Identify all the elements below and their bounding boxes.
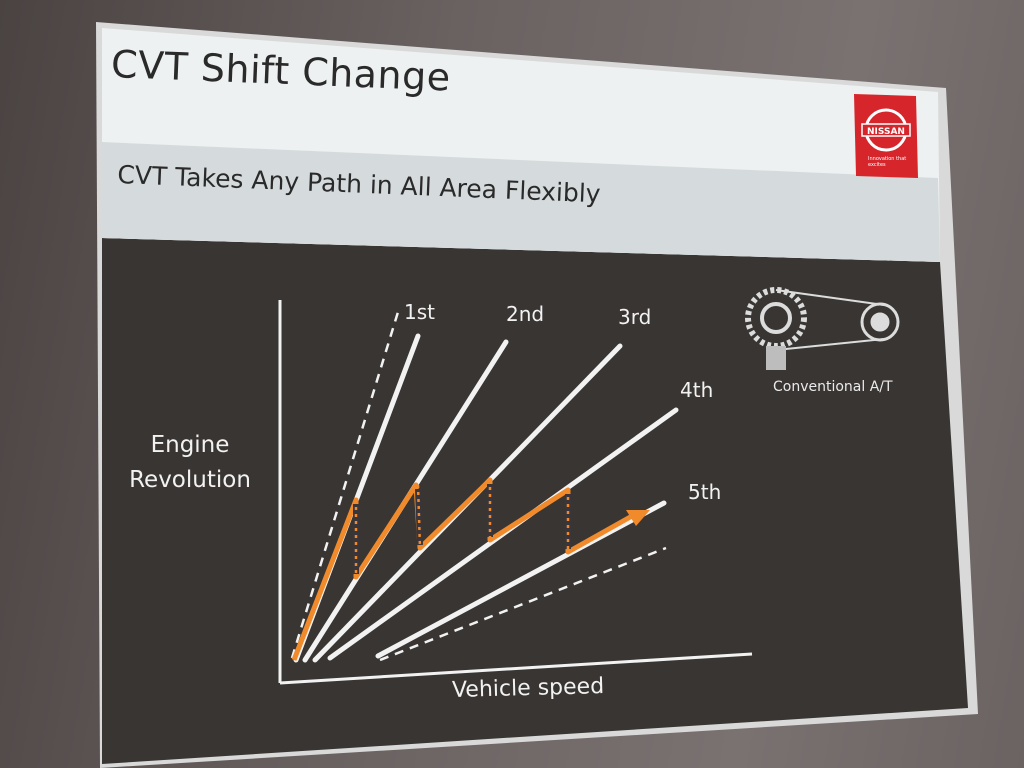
ratio-bound-lines xyxy=(290,311,667,662)
gear-label-1st: 1st xyxy=(404,300,435,324)
gear-label-3rd: 3rd xyxy=(618,305,652,329)
x-axis xyxy=(279,652,753,685)
chart-axes xyxy=(278,300,753,685)
chart-background xyxy=(102,238,968,764)
logo-tagline: Innovation that excites xyxy=(868,156,907,168)
gear-line-5th xyxy=(375,500,667,659)
inset-label: Conventional A/T xyxy=(773,379,893,395)
y-axis-label-line: Revolution xyxy=(129,467,251,493)
y-axis-label: Engine Revolution xyxy=(110,428,270,498)
lower-bound-dashed-line xyxy=(379,546,667,662)
x-axis-label: Vehicle speed xyxy=(451,674,605,703)
cvt-path-arrowhead xyxy=(626,510,650,526)
subtitle-band xyxy=(102,142,940,262)
gear-label-5th: 5th xyxy=(688,480,722,504)
gear-label-2nd: 2nd xyxy=(506,302,545,326)
nissan-logo: NISSAN xyxy=(854,94,918,178)
cvt-path-dotted-drops xyxy=(354,480,570,577)
gear-label-4th: 4th xyxy=(680,378,714,402)
y-axis-label-line: Engine xyxy=(150,432,230,458)
cvt-shift-path xyxy=(291,477,650,661)
upper-bound-dashed-line xyxy=(290,311,400,659)
pulley-belt-icon xyxy=(745,287,900,370)
logo-brand-text: NISSAN xyxy=(867,127,905,137)
